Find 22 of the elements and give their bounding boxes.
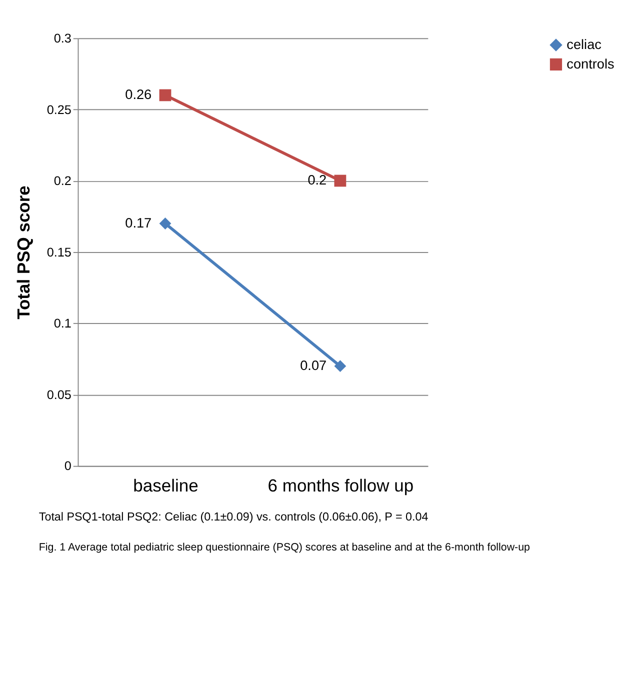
point bbox=[159, 218, 172, 230]
data-label: 0.26 bbox=[125, 87, 152, 102]
legend-label: controls bbox=[566, 56, 614, 72]
y-tick-label: 0.05 bbox=[46, 388, 72, 402]
data-label: 0.17 bbox=[125, 215, 152, 230]
y-tick-label: 0 bbox=[64, 459, 72, 474]
x-tick-label: baseline bbox=[133, 476, 198, 496]
point bbox=[334, 360, 346, 372]
point bbox=[334, 174, 346, 187]
y-tick-label: 0.2 bbox=[54, 174, 72, 188]
point bbox=[159, 89, 172, 102]
y-tick-label: 0.3 bbox=[54, 32, 72, 46]
data-label: 0.07 bbox=[300, 358, 327, 373]
y-tick-label: 0.25 bbox=[46, 102, 72, 117]
text: Total PSQ1-total PSQ2: Celiac (0.1±0.09) vs. controls (0.06±0.06), P = 0.04 bbox=[38, 510, 429, 524]
x-tick-label: 6 months follow up bbox=[268, 476, 414, 496]
y-tick-label: 0.15 bbox=[46, 245, 72, 260]
data-label: 0.2 bbox=[308, 172, 327, 188]
y-axis-title: Total PSQ score bbox=[13, 185, 34, 320]
caption: Fig. 1 Average total pediatric sleep questionnaire (PSQ) scores at baseline and at the 6-month follow-up bbox=[38, 541, 530, 554]
legend-label: celiac bbox=[566, 36, 602, 52]
y-tick-label: 0.1 bbox=[54, 316, 72, 331]
